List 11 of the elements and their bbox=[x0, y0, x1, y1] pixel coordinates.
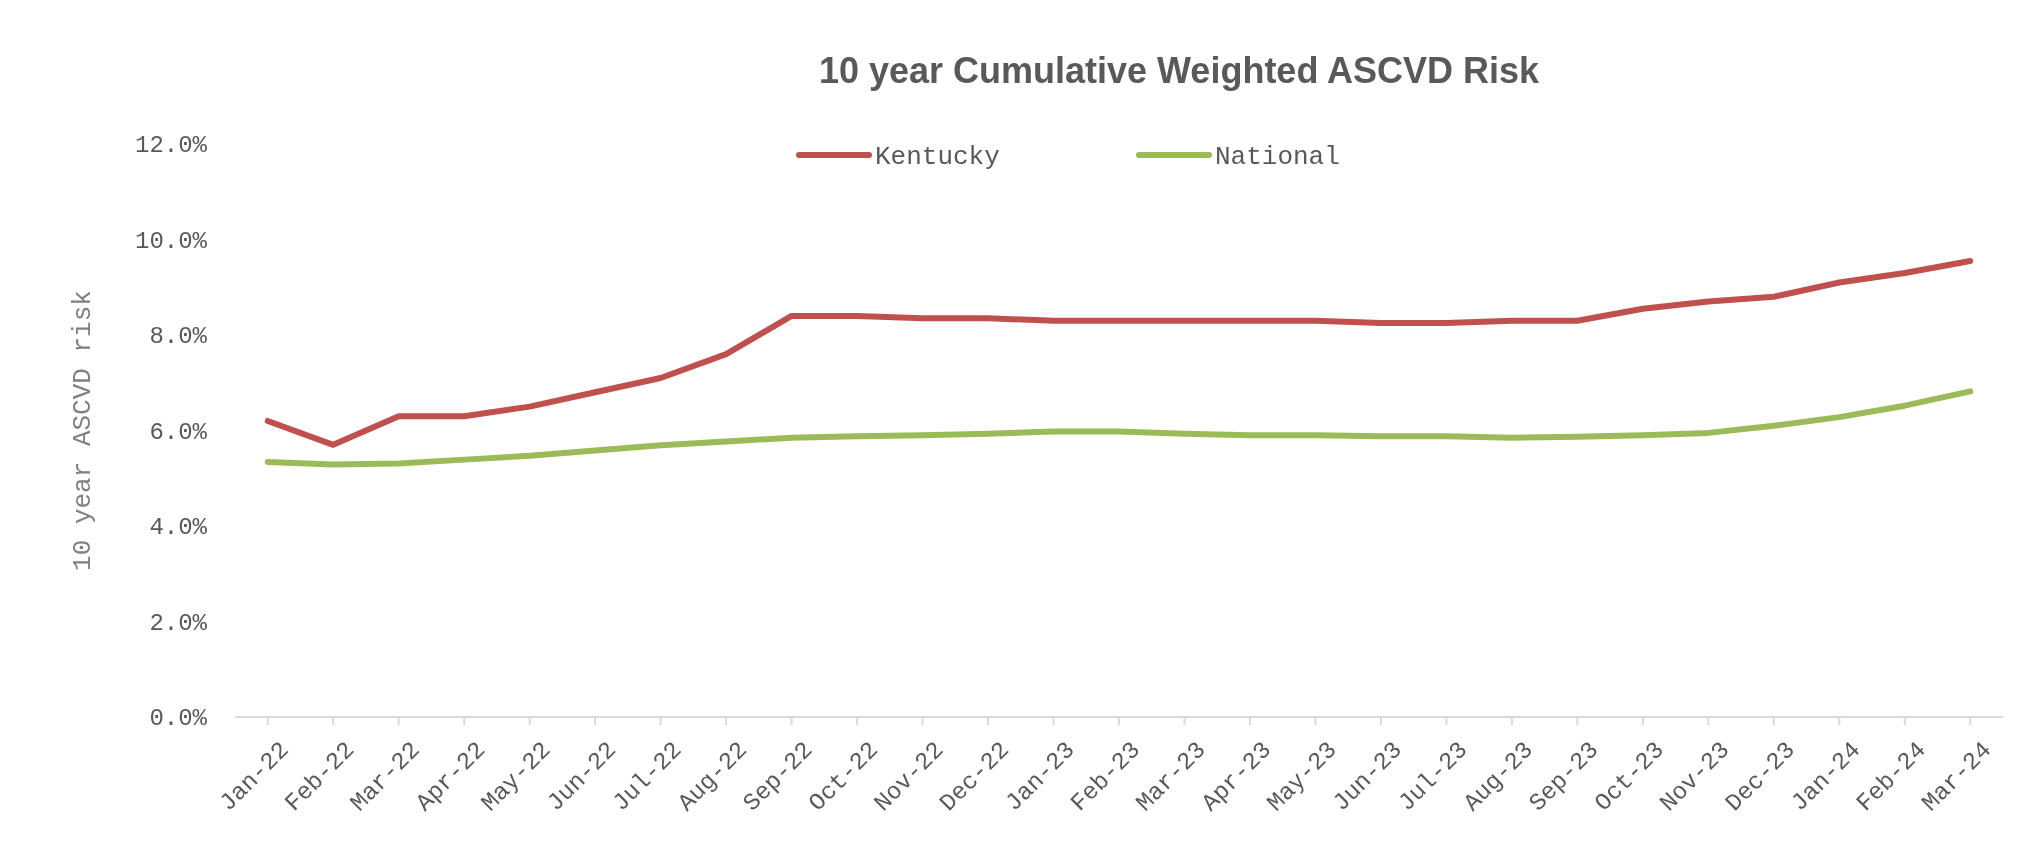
y-tick-label: 0.0% bbox=[149, 705, 208, 733]
y-tick-label: 8.0% bbox=[149, 323, 208, 351]
legend-label: National bbox=[1215, 142, 1340, 173]
y-tick-label: 12.0% bbox=[134, 132, 208, 160]
y-axis-title: 10 year ASCVD risk bbox=[68, 290, 98, 571]
y-tick-label: 4.0% bbox=[149, 514, 208, 542]
y-tick-label: 6.0% bbox=[149, 418, 208, 446]
y-tick-label: 2.0% bbox=[149, 609, 208, 637]
y-tick-label: 10.0% bbox=[134, 227, 208, 255]
legend-label: Kentucky bbox=[875, 142, 1000, 173]
chart-title: 10 year Cumulative Weighted ASCVD Risk bbox=[818, 50, 1541, 91]
